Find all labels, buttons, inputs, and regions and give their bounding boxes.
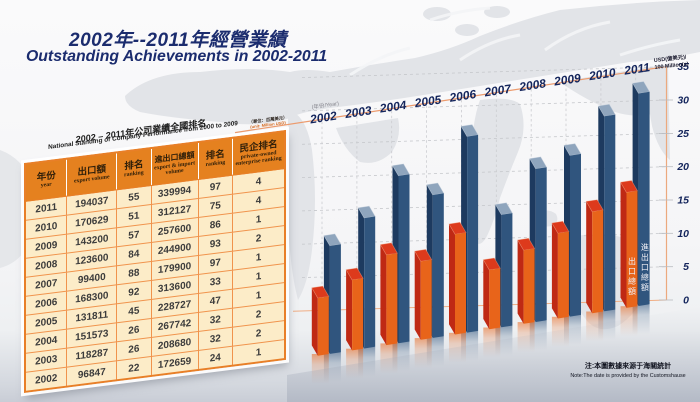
svg-text:100 Million(s): 100 Million(s) bbox=[654, 61, 689, 71]
svg-text:2011: 2011 bbox=[622, 60, 651, 78]
svg-text:20: 20 bbox=[676, 161, 689, 173]
svg-text:(年份/Year): (年份/Year) bbox=[311, 99, 339, 111]
svg-text:25: 25 bbox=[676, 128, 689, 140]
svg-text:2004: 2004 bbox=[378, 98, 408, 116]
svg-text:0: 0 bbox=[683, 295, 689, 307]
svg-text:總: 總 bbox=[628, 276, 636, 286]
svg-text:30: 30 bbox=[677, 95, 689, 107]
svg-text:2009: 2009 bbox=[552, 71, 582, 89]
svg-text:額: 額 bbox=[641, 282, 649, 292]
svg-text:總: 總 bbox=[641, 272, 649, 282]
svg-text:出: 出 bbox=[628, 256, 636, 266]
svg-text:出: 出 bbox=[641, 252, 649, 262]
svg-text:35: 35 bbox=[677, 61, 689, 73]
svg-text:口: 口 bbox=[628, 267, 636, 276]
svg-text:USD(億美元)/: USD(億美元)/ bbox=[653, 53, 687, 64]
svg-text:10: 10 bbox=[677, 228, 689, 240]
svg-text:2005: 2005 bbox=[413, 92, 443, 110]
svg-text:5: 5 bbox=[683, 261, 689, 273]
svg-text:2006: 2006 bbox=[448, 87, 478, 105]
svg-text:2010: 2010 bbox=[587, 65, 617, 83]
svg-text:2003: 2003 bbox=[343, 103, 373, 121]
svg-text:15: 15 bbox=[677, 195, 689, 207]
svg-text:2008: 2008 bbox=[517, 76, 547, 94]
svg-text:2007: 2007 bbox=[482, 81, 513, 99]
svg-text:進: 進 bbox=[641, 243, 649, 252]
svg-text:口: 口 bbox=[641, 263, 649, 272]
svg-text:2002: 2002 bbox=[308, 109, 338, 127]
svg-text:額: 額 bbox=[628, 286, 636, 296]
